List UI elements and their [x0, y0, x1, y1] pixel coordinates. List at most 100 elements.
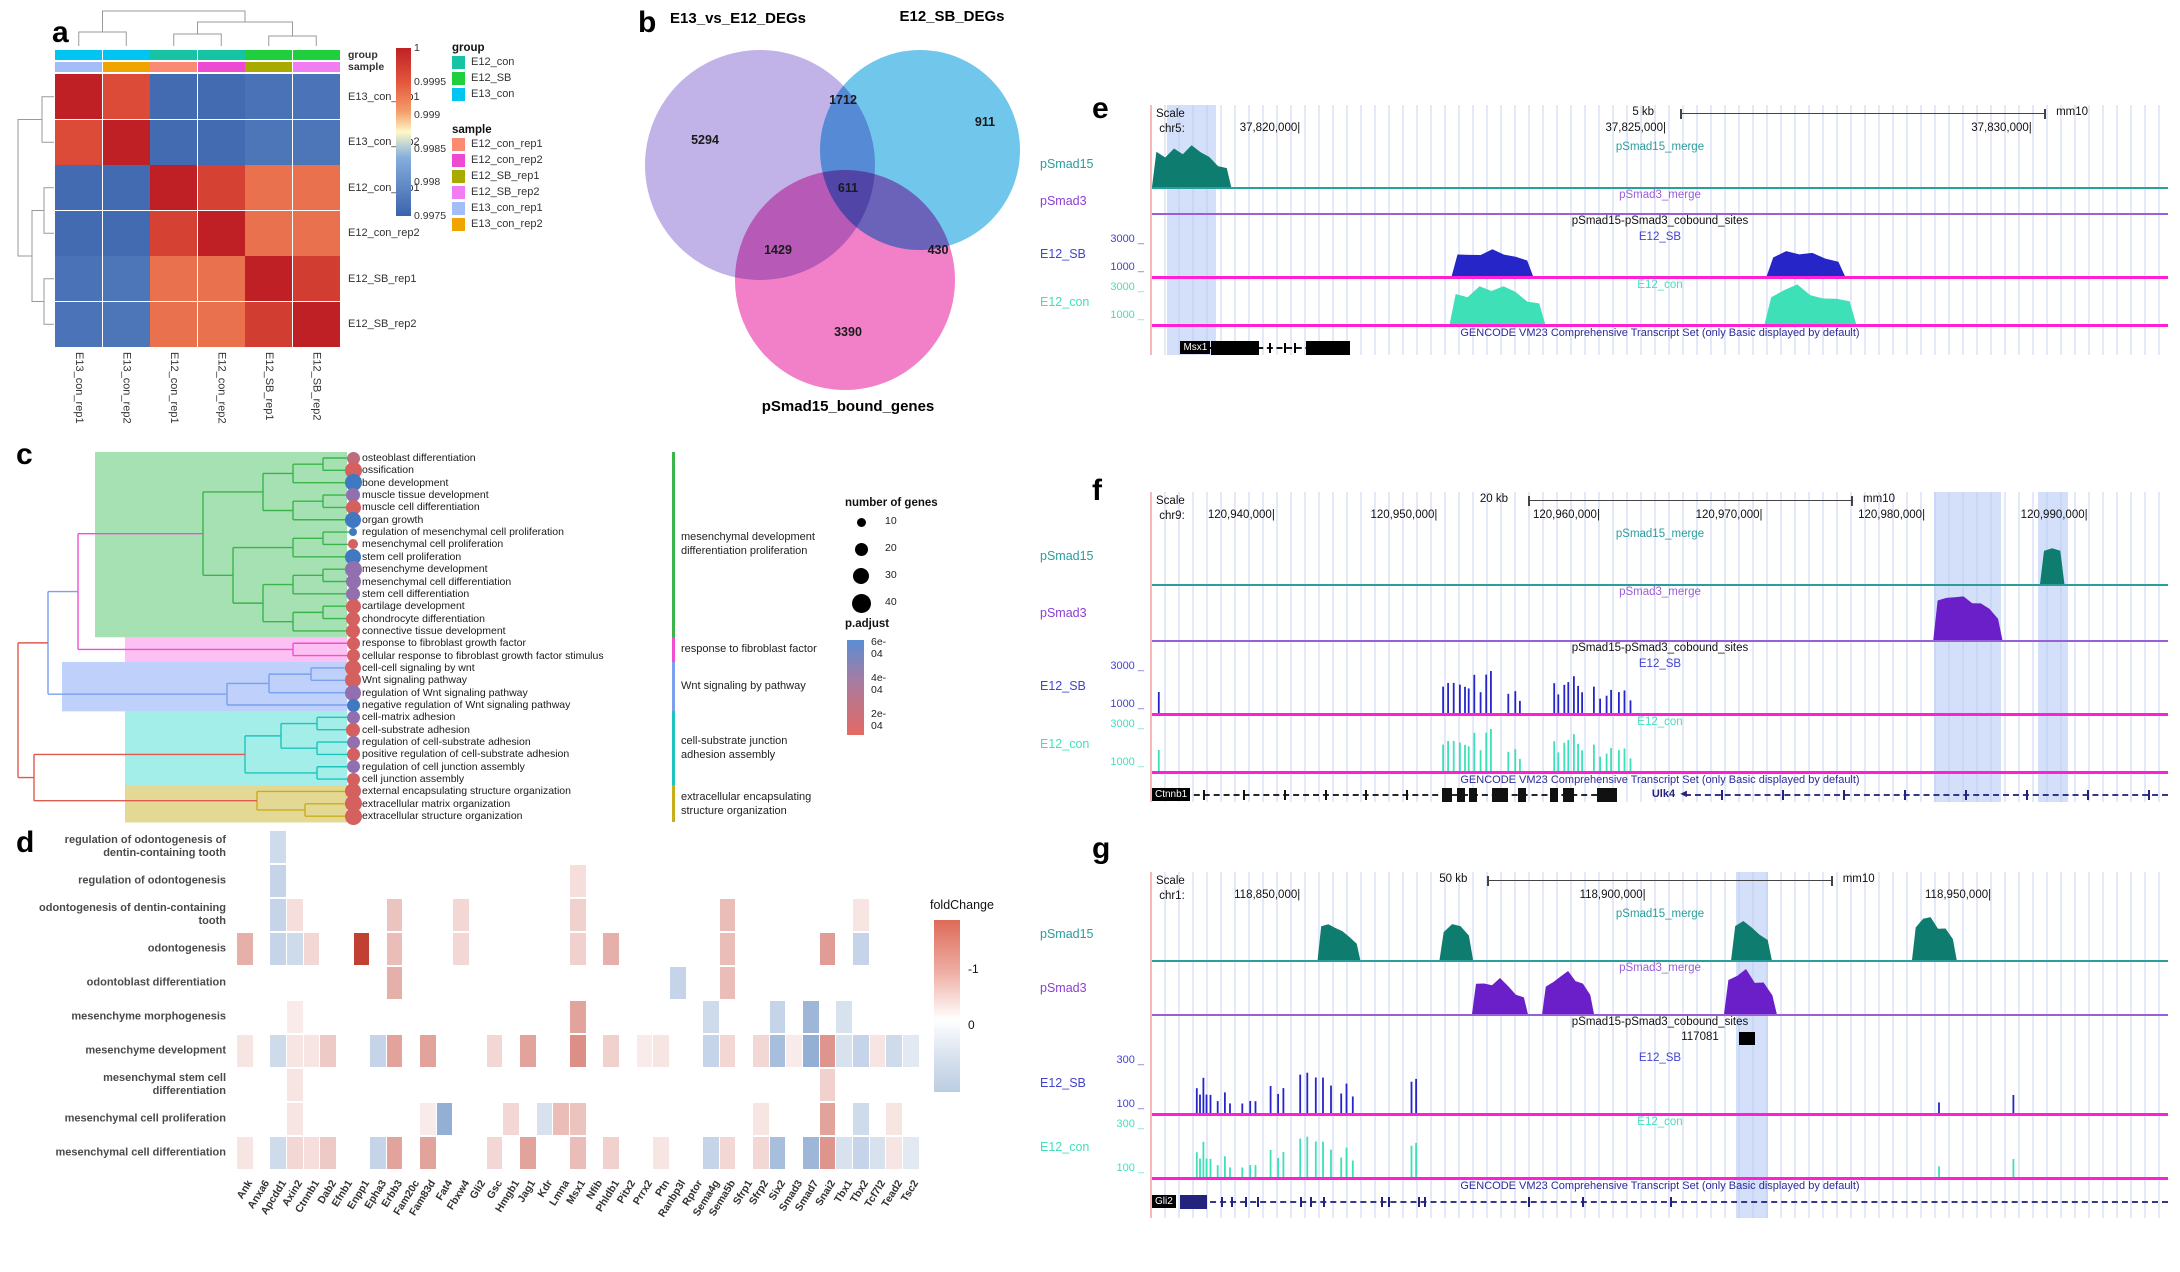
corr-cell — [102, 165, 150, 210]
legend-item: E13_con_rep2 — [452, 216, 543, 232]
signal-spike — [1490, 729, 1492, 771]
heatmap-grid — [55, 74, 340, 347]
foldchange-cell — [853, 1103, 869, 1135]
corr-cell — [197, 301, 245, 347]
track-row-sb: E12_SB — [1152, 231, 2168, 279]
legend-item: E12_con_rep2 — [452, 152, 543, 168]
sample-legend: sample E12_con_rep1 E12_con_rep2 E12_SB_re… — [452, 124, 543, 232]
scale-chrom-labels: Scale chr5: — [1156, 107, 1185, 137]
signal-spike — [1490, 671, 1492, 713]
corr-cell — [197, 256, 245, 301]
sample-column-label: E12_SB_rep1 — [262, 352, 275, 421]
gene-track: Gli2 — [1152, 1193, 2168, 1210]
colorbar-tick: 0.9975 — [414, 210, 447, 222]
foldchange-cell — [453, 899, 470, 931]
foldchange-cell — [237, 1035, 253, 1067]
legend-label: E12_SB — [471, 72, 512, 84]
legend-label: E12_SB_rep1 — [471, 170, 540, 182]
track-row-con: E12_con — [1152, 716, 2168, 774]
go-term-label: positive regulation of cell-substrate ad… — [362, 748, 570, 761]
foldchange-colorbar — [934, 920, 960, 1092]
signal-spike — [1224, 1092, 1226, 1113]
go-term-dot — [346, 488, 360, 503]
peak — [1724, 969, 1777, 1014]
gene-exon-tick — [1581, 1196, 1584, 1207]
foldchange-cell — [803, 1137, 819, 1169]
axis-value-top: 3000 — [1104, 660, 1144, 672]
signal-spike — [1351, 1096, 1354, 1113]
signal-peaks — [1152, 191, 2168, 213]
scale-label: Scale — [1156, 495, 1185, 507]
axis-value-bottom: 100 — [1104, 1098, 1144, 1110]
foldchange-cell — [803, 1001, 819, 1033]
signal-spike — [1299, 1138, 1302, 1177]
signal-spike — [1599, 698, 1601, 713]
cluster-side-label-line: differentiation proliferation — [681, 545, 808, 558]
foldchange-cell — [386, 933, 403, 965]
peak — [1152, 145, 1232, 187]
signal-spike — [1618, 750, 1620, 771]
go-term-dot — [346, 649, 360, 663]
go-term-dot — [344, 807, 362, 825]
track-label-e12con: E12_con — [1637, 716, 1683, 728]
cluster-side-label: cell-substrate junction adhesion assembly — [681, 734, 787, 762]
go-term-dot — [345, 672, 361, 689]
legend-item: E12_SB_rep1 — [452, 168, 543, 184]
gene-exon-tick — [1781, 789, 1784, 800]
corr-cell — [245, 165, 292, 210]
signal-spike — [1605, 753, 1608, 771]
padjust-legend-title: p.adjust — [845, 618, 890, 630]
group-legend-title: group — [452, 42, 485, 54]
cluster-side-label-line: adhesion assembly — [681, 749, 776, 762]
signal-spike — [1195, 1088, 1198, 1113]
signal-spike — [1224, 1156, 1226, 1177]
panel-e-label: e — [1092, 92, 1109, 125]
track-row-sb: E12_SB — [1152, 658, 2168, 716]
sample-column-label: E12_con_rep1 — [167, 352, 180, 424]
gencode-label: GENCODE VM23 Comprehensive Transcript Se… — [1460, 327, 1860, 339]
signal-spike — [1216, 1165, 1219, 1177]
track-label-psmad3: pSmad3_merge — [1619, 189, 1701, 201]
gene-exon-box — [1210, 340, 1259, 355]
go-term-label: extracellular structure organization — [362, 810, 523, 823]
corr-cell — [150, 119, 197, 165]
signal-spike — [1618, 692, 1620, 713]
sample-column-label: E12_SB_rep2 — [310, 352, 323, 421]
legend-swatch-icon — [452, 217, 465, 231]
foldchange-cell — [420, 1137, 436, 1169]
go-term-label: mesenchyme development — [362, 563, 488, 576]
go-dendrogram — [17, 452, 353, 823]
peak — [1764, 284, 1857, 324]
legend-item: E12_con_rep1 — [452, 136, 543, 152]
annotation-segment — [102, 50, 150, 60]
cluster-side-label: extracellular encapsulating structure org… — [681, 790, 811, 818]
corr-cell — [292, 301, 340, 347]
go-term-label: muscle cell differentiation — [362, 501, 480, 514]
annotation-segment — [292, 50, 340, 60]
gene-exon-tick — [1256, 1196, 1259, 1207]
go-term-dot — [345, 511, 361, 528]
foldchange-cell — [886, 1103, 902, 1135]
go-term-dot — [345, 499, 361, 515]
go-term-label: extracellular matrix organization — [362, 797, 511, 810]
gene-exon-tick — [1380, 1196, 1383, 1207]
annotation-label: sample — [348, 61, 385, 73]
gene-exon-tick — [1243, 789, 1246, 800]
track-row-sb: E12_SB — [1152, 1052, 2168, 1116]
legend-swatch-icon — [452, 71, 465, 85]
padjust-tick: 6e-04 — [871, 636, 887, 660]
peak — [1731, 921, 1772, 960]
signal-spike — [1345, 1083, 1348, 1113]
gene-exon-tick — [1964, 789, 1967, 800]
foldchange-cell — [703, 1035, 719, 1067]
foldchange-cell — [353, 933, 370, 965]
peak — [1912, 917, 1957, 960]
gene-intron-line — [1208, 346, 1351, 349]
go-term-dot — [346, 611, 360, 626]
venn-set3-title: pSmad15_bound_genes — [761, 398, 935, 415]
scale-label: Scale — [1156, 108, 1185, 120]
gene-exon-tick — [1670, 1196, 1673, 1207]
foldchange-cell — [719, 1035, 736, 1067]
venn-set1-title: E13_vs_E12_DEGs — [670, 10, 806, 27]
gene-exon-tick — [1387, 1196, 1390, 1207]
